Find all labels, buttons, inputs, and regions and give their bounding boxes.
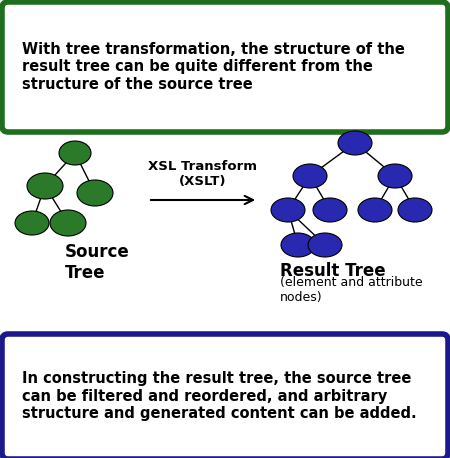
Ellipse shape (338, 131, 372, 155)
FancyBboxPatch shape (2, 2, 448, 132)
Ellipse shape (358, 198, 392, 222)
Ellipse shape (15, 211, 49, 235)
Text: With tree transformation, the structure of the
result tree can be quite differen: With tree transformation, the structure … (22, 42, 405, 92)
Text: (element and attribute
nodes): (element and attribute nodes) (280, 276, 423, 304)
Text: XSL Transform
(XSLT): XSL Transform (XSLT) (148, 160, 257, 188)
Ellipse shape (293, 164, 327, 188)
Ellipse shape (398, 198, 432, 222)
Ellipse shape (313, 198, 347, 222)
Text: Result Tree: Result Tree (280, 262, 386, 280)
Ellipse shape (308, 233, 342, 257)
Text: In constructing the result tree, the source tree
can be filtered and reordered, : In constructing the result tree, the sou… (22, 371, 417, 421)
Ellipse shape (271, 198, 305, 222)
Text: Source
Tree: Source Tree (65, 243, 130, 282)
Ellipse shape (378, 164, 412, 188)
Ellipse shape (59, 141, 91, 165)
Ellipse shape (27, 173, 63, 199)
Ellipse shape (50, 210, 86, 236)
Ellipse shape (77, 180, 113, 206)
Ellipse shape (281, 233, 315, 257)
FancyBboxPatch shape (2, 334, 448, 458)
